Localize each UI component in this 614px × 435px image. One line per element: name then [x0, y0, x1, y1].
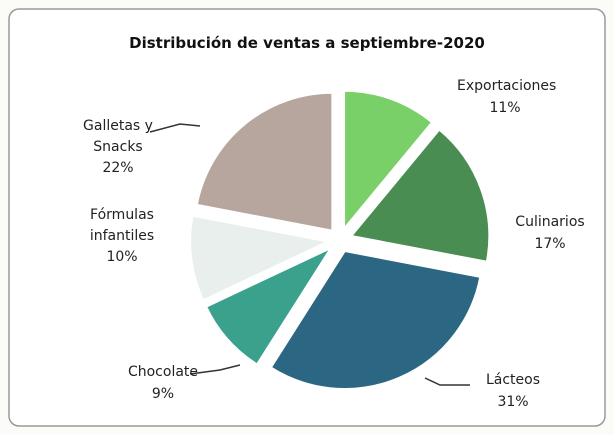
value-label: 9% [151, 386, 175, 402]
leader-line [149, 123, 201, 133]
leader-line [189, 364, 241, 375]
pie-slice [204, 245, 334, 366]
pie-slice [343, 89, 434, 232]
value-label: 10% [106, 249, 138, 265]
pie-slice [195, 91, 334, 232]
value-label: 17% [534, 236, 566, 252]
value-label: 31% [497, 394, 529, 410]
pie-slice [189, 214, 332, 302]
slice-label: Fórmulas infantiles [89, 207, 155, 244]
value-label: 11% [489, 100, 521, 116]
slice-label: Chocolate [127, 364, 199, 380]
slice-label: Culinarios [515, 214, 585, 230]
slice-label: Exportaciones [457, 78, 557, 94]
leader-line [424, 377, 470, 386]
slice-label: Lácteos [485, 372, 541, 388]
chart-title: Distribución de ventas a septiembre-2020 [129, 34, 485, 52]
pie-slice [349, 128, 491, 263]
pie-slice [269, 249, 482, 391]
slice-label: Galletas y Snacks [83, 118, 153, 155]
value-label: 22% [102, 160, 134, 176]
